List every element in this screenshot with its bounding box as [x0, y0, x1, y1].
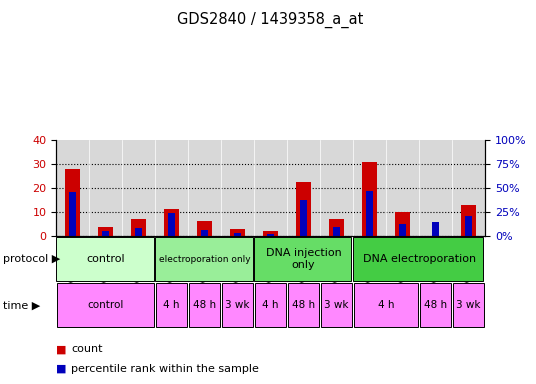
Bar: [321, 283, 352, 328]
Text: GSM154238: GSM154238: [200, 242, 209, 296]
Bar: [353, 237, 483, 281]
Bar: [135, 228, 143, 236]
Text: 48 h: 48 h: [193, 300, 216, 310]
Bar: [122, 140, 155, 236]
Bar: [102, 231, 109, 236]
Bar: [56, 237, 154, 281]
Bar: [461, 205, 476, 236]
Bar: [56, 140, 90, 236]
Bar: [188, 140, 221, 236]
Bar: [201, 230, 209, 236]
Bar: [419, 140, 452, 236]
Bar: [362, 162, 377, 236]
Bar: [386, 140, 419, 236]
Text: 48 h: 48 h: [424, 300, 447, 310]
Bar: [221, 140, 254, 236]
Text: GSM154237: GSM154237: [167, 242, 176, 296]
Bar: [320, 140, 353, 236]
Text: time ▶: time ▶: [3, 300, 40, 310]
Text: percentile rank within the sample: percentile rank within the sample: [71, 364, 259, 374]
Bar: [155, 140, 188, 236]
Text: GSM154222: GSM154222: [266, 242, 275, 296]
Text: GDS2840 / 1439358_a_at: GDS2840 / 1439358_a_at: [177, 12, 364, 28]
Bar: [155, 237, 252, 281]
Bar: [90, 140, 122, 236]
Text: GSM154212: GSM154212: [68, 242, 77, 296]
Bar: [366, 190, 373, 236]
Bar: [300, 200, 307, 236]
Text: 4 h: 4 h: [378, 300, 394, 310]
Bar: [296, 182, 311, 236]
Bar: [168, 214, 175, 236]
Text: GSM154235: GSM154235: [431, 242, 440, 296]
Text: 4 h: 4 h: [163, 300, 180, 310]
Bar: [452, 140, 485, 236]
Bar: [234, 233, 241, 236]
Text: 3 wk: 3 wk: [456, 300, 481, 310]
Bar: [189, 283, 220, 328]
Bar: [254, 140, 287, 236]
Bar: [263, 231, 278, 236]
Bar: [222, 283, 253, 328]
Text: GSM154230: GSM154230: [464, 242, 473, 296]
Text: count: count: [71, 344, 103, 354]
Bar: [255, 283, 286, 328]
Bar: [420, 283, 451, 328]
Bar: [465, 216, 472, 236]
Text: DNA electroporation: DNA electroporation: [362, 254, 475, 264]
Text: protocol ▶: protocol ▶: [3, 254, 60, 264]
Text: GSM154236: GSM154236: [233, 242, 242, 296]
Text: GSM154234: GSM154234: [398, 242, 407, 296]
Bar: [156, 283, 187, 328]
Bar: [399, 224, 406, 236]
Text: control: control: [86, 254, 125, 264]
Text: GSM154226: GSM154226: [299, 242, 308, 296]
Bar: [395, 212, 410, 236]
Text: 48 h: 48 h: [292, 300, 315, 310]
Bar: [230, 229, 245, 236]
Text: control: control: [87, 300, 124, 310]
Text: 3 wk: 3 wk: [226, 300, 250, 310]
Text: GSM154216: GSM154216: [134, 242, 143, 296]
Text: electroporation only: electroporation only: [159, 255, 250, 264]
Bar: [197, 220, 212, 236]
Bar: [165, 209, 179, 236]
Text: DNA injection
only: DNA injection only: [266, 248, 341, 270]
Text: 3 wk: 3 wk: [324, 300, 349, 310]
Text: 4 h: 4 h: [263, 300, 279, 310]
Bar: [287, 140, 320, 236]
Bar: [69, 192, 77, 236]
Text: GSM154233: GSM154233: [365, 242, 374, 296]
Bar: [333, 227, 340, 236]
Bar: [354, 283, 418, 328]
Bar: [329, 219, 344, 236]
Bar: [288, 283, 319, 328]
Bar: [353, 140, 386, 236]
Bar: [57, 283, 154, 328]
Bar: [267, 234, 274, 236]
Text: ■: ■: [56, 364, 67, 374]
Text: GSM154215: GSM154215: [101, 242, 110, 296]
Bar: [453, 283, 484, 328]
Bar: [131, 219, 146, 236]
Text: GSM154218: GSM154218: [332, 242, 341, 296]
Bar: [65, 169, 80, 236]
Bar: [432, 222, 439, 236]
Bar: [254, 237, 352, 281]
Text: ■: ■: [56, 344, 67, 354]
Bar: [98, 227, 113, 236]
